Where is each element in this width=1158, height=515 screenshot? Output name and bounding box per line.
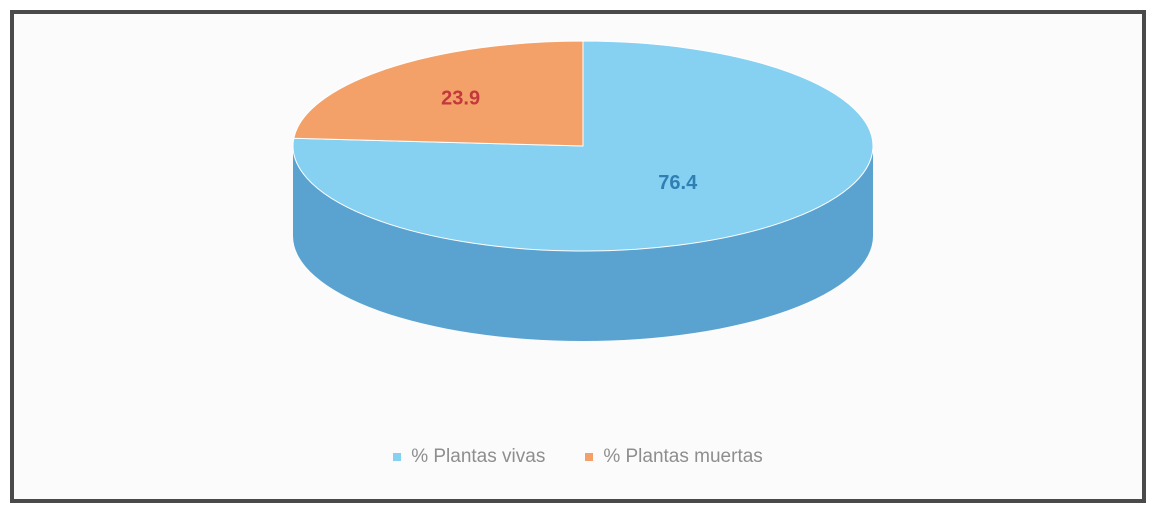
pie-side-vivas [293,146,873,341]
data-label-vivas: 76.4 [658,172,698,194]
legend-label-vivas: % Plantas vivas [411,446,546,467]
data-label-muertas: 23.9 [441,87,480,109]
legend-marker-muertas [585,453,594,461]
chart-frame: 76.4 23.9 % Plantas vivas % Plantas muert… [10,10,1146,503]
legend-label-muertas: % Plantas muertas [603,446,763,467]
pie-chart: 76.4 23.9 [292,40,874,341]
legend-item-vivas: % Plantas vivas [393,446,545,468]
pie-slice-muertas [293,40,584,147]
legend-item-muertas: % Plantas muertas [585,446,763,468]
legend-marker-vivas [393,453,402,461]
legend: % Plantas vivas % Plantas muertas [14,446,1142,468]
